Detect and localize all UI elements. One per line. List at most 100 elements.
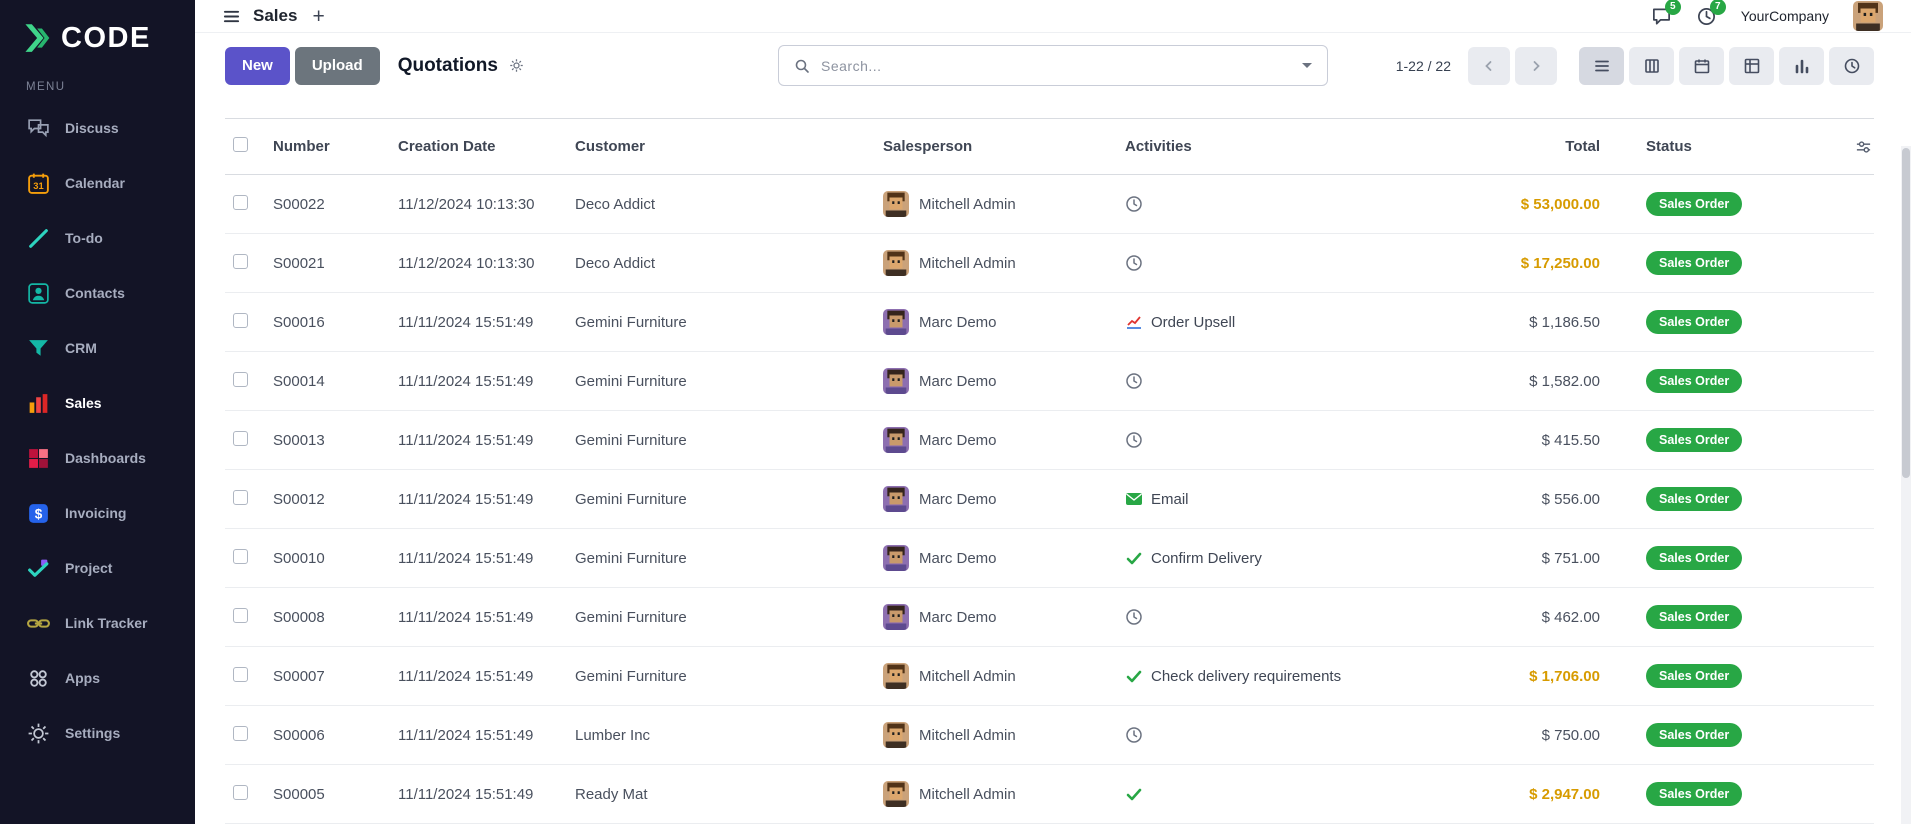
cell-activities[interactable]: Email (1125, 490, 1382, 508)
sidebar-item-project[interactable]: Project (10, 545, 185, 591)
activity-view-icon (1843, 57, 1861, 75)
column-header-status[interactable]: Status (1646, 138, 1692, 155)
search-dropdown-caret-icon[interactable] (1302, 63, 1312, 69)
table-row[interactable]: S00010 11/11/2024 15:51:49 Gemini Furnitur… (225, 529, 1874, 588)
row-checkbox[interactable] (233, 194, 248, 210)
messages-icon[interactable]: 5 (1651, 0, 1681, 27)
messages-badge: 5 (1664, 0, 1681, 15)
column-header-creation-date[interactable]: Creation Date (398, 138, 496, 155)
sidebar-item-crm[interactable]: CRM (10, 325, 185, 371)
row-checkbox[interactable] (233, 725, 248, 741)
row-checkbox[interactable] (233, 548, 248, 564)
clock-activity-icon[interactable] (1125, 195, 1143, 213)
cell-activities[interactable] (1125, 254, 1382, 272)
view-button-graph[interactable] (1779, 46, 1824, 85)
view-button-activity[interactable] (1829, 46, 1874, 85)
activity-label[interactable]: Check delivery requirements (1151, 667, 1342, 685)
row-checkbox[interactable] (233, 312, 248, 328)
cell-customer: Ready Mat (575, 785, 648, 803)
activity-label[interactable]: Confirm Delivery (1151, 549, 1262, 567)
table-row[interactable]: S00022 11/12/2024 10:13:30 Deco Addict Mitc… (225, 175, 1874, 234)
view-button-list[interactable] (1579, 46, 1624, 85)
cell-total: $ 556.00 (1541, 490, 1600, 508)
clock-activity-icon[interactable] (1125, 372, 1143, 390)
clock-activity-icon[interactable] (1125, 608, 1143, 626)
row-checkbox[interactable] (233, 666, 248, 682)
cell-activities[interactable] (1125, 785, 1382, 803)
table-row[interactable]: S00007 11/11/2024 15:51:49 Gemini Furnitur… (225, 647, 1874, 706)
activity-label[interactable]: Email (1151, 490, 1189, 508)
view-button-pivot[interactable] (1729, 46, 1774, 85)
cell-activities[interactable] (1125, 372, 1382, 390)
search-box[interactable] (778, 45, 1328, 87)
row-checkbox[interactable] (233, 371, 248, 387)
column-adjust-icon[interactable] (1855, 138, 1872, 155)
table-row[interactable]: S00021 11/12/2024 10:13:30 Deco Addict Mitc… (225, 234, 1874, 293)
sidebar-item-dashboards[interactable]: Dashboards (10, 435, 185, 481)
cell-creation-date: 11/11/2024 15:51:49 (398, 608, 534, 626)
clock-activity-icon[interactable] (1125, 431, 1143, 449)
table-row[interactable]: S00014 11/11/2024 15:51:49 Gemini Furnitur… (225, 352, 1874, 411)
check-activity-icon[interactable] (1125, 785, 1143, 803)
select-all-checkbox[interactable] (233, 137, 248, 152)
row-checkbox[interactable] (233, 430, 248, 446)
table-row[interactable]: S00013 11/11/2024 15:51:49 Gemini Furnitur… (225, 411, 1874, 470)
sidebar-item-sales[interactable]: Sales (10, 380, 185, 426)
cell-activities[interactable]: Check delivery requirements (1125, 667, 1382, 685)
check-activity-icon[interactable] (1125, 667, 1143, 685)
clock-activity-icon[interactable] (1125, 254, 1143, 272)
logo[interactable]: CODE (0, 0, 195, 71)
table-row[interactable]: S00012 11/11/2024 15:51:49 Gemini Furnitur… (225, 470, 1874, 529)
view-button-kanban[interactable] (1629, 46, 1674, 85)
cell-activities[interactable] (1125, 726, 1382, 744)
view-settings-gear-icon[interactable] (509, 58, 524, 73)
row-checkbox[interactable] (233, 489, 248, 505)
sidebar-item-contacts[interactable]: Contacts (10, 270, 185, 316)
status-badge: Sales Order (1646, 251, 1743, 275)
column-header-total[interactable]: Total (1565, 138, 1600, 155)
pager-next-button[interactable] (1515, 46, 1557, 85)
cell-activities[interactable]: Order Upsell (1125, 313, 1382, 331)
hamburger-menu-icon[interactable] (223, 8, 240, 25)
cell-activities[interactable]: Confirm Delivery (1125, 549, 1382, 567)
table-row[interactable]: S00005 11/11/2024 15:51:49 Ready Mat Mitche… (225, 765, 1874, 824)
column-header-activities[interactable]: Activities (1125, 138, 1192, 155)
sidebar-item-link-tracker[interactable]: Link Tracker (10, 600, 185, 646)
search-input[interactable] (821, 57, 1291, 74)
check-activity-icon[interactable] (1125, 549, 1143, 567)
sidebar-item-to-do[interactable]: To-do (10, 215, 185, 261)
sidebar-item-calendar[interactable]: 31 Calendar (10, 160, 185, 206)
table-row[interactable]: S00008 11/11/2024 15:51:49 Gemini Furnitur… (225, 588, 1874, 647)
sidebar-item-invoicing[interactable]: $ Invoicing (10, 490, 185, 536)
company-name[interactable]: YourCompany (1740, 8, 1829, 25)
scrollbar-thumb[interactable] (1902, 148, 1910, 478)
column-header-salesperson[interactable]: Salesperson (883, 138, 973, 155)
sidebar-item-discuss[interactable]: Discuss (10, 105, 185, 151)
pager-previous-button[interactable] (1468, 46, 1510, 85)
upload-button[interactable]: Upload (294, 46, 380, 85)
sidebar-item-apps[interactable]: Apps (10, 655, 185, 701)
row-select-cell (225, 489, 273, 509)
table-row[interactable]: S00006 11/11/2024 15:51:49 Lumber Inc Mitch… (225, 706, 1874, 765)
column-header-number[interactable]: Number (273, 138, 330, 155)
view-button-calendar[interactable] (1679, 46, 1724, 85)
sidebar-item-settings[interactable]: Settings (10, 710, 185, 756)
cell-activities[interactable] (1125, 431, 1382, 449)
vertical-scrollbar[interactable] (1901, 146, 1911, 824)
new-button[interactable]: New (225, 46, 290, 85)
add-tab-button[interactable]: + (312, 4, 325, 28)
activity-label[interactable]: Order Upsell (1151, 313, 1236, 331)
cell-activities[interactable] (1125, 608, 1382, 626)
clock-activity-icon[interactable] (1125, 726, 1143, 744)
row-checkbox[interactable] (233, 784, 248, 800)
email-activity-icon[interactable] (1125, 490, 1143, 508)
user-avatar[interactable] (1853, 1, 1883, 32)
app-title[interactable]: Sales (253, 6, 298, 26)
cell-activities[interactable] (1125, 195, 1382, 213)
row-checkbox[interactable] (233, 607, 248, 623)
column-header-customer[interactable]: Customer (575, 138, 646, 155)
row-checkbox[interactable] (233, 253, 248, 269)
upsell-activity-icon[interactable] (1125, 313, 1143, 331)
activities-icon[interactable]: 7 (1696, 0, 1726, 27)
table-row[interactable]: S00016 11/11/2024 15:51:49 Gemini Furnitur… (225, 293, 1874, 352)
